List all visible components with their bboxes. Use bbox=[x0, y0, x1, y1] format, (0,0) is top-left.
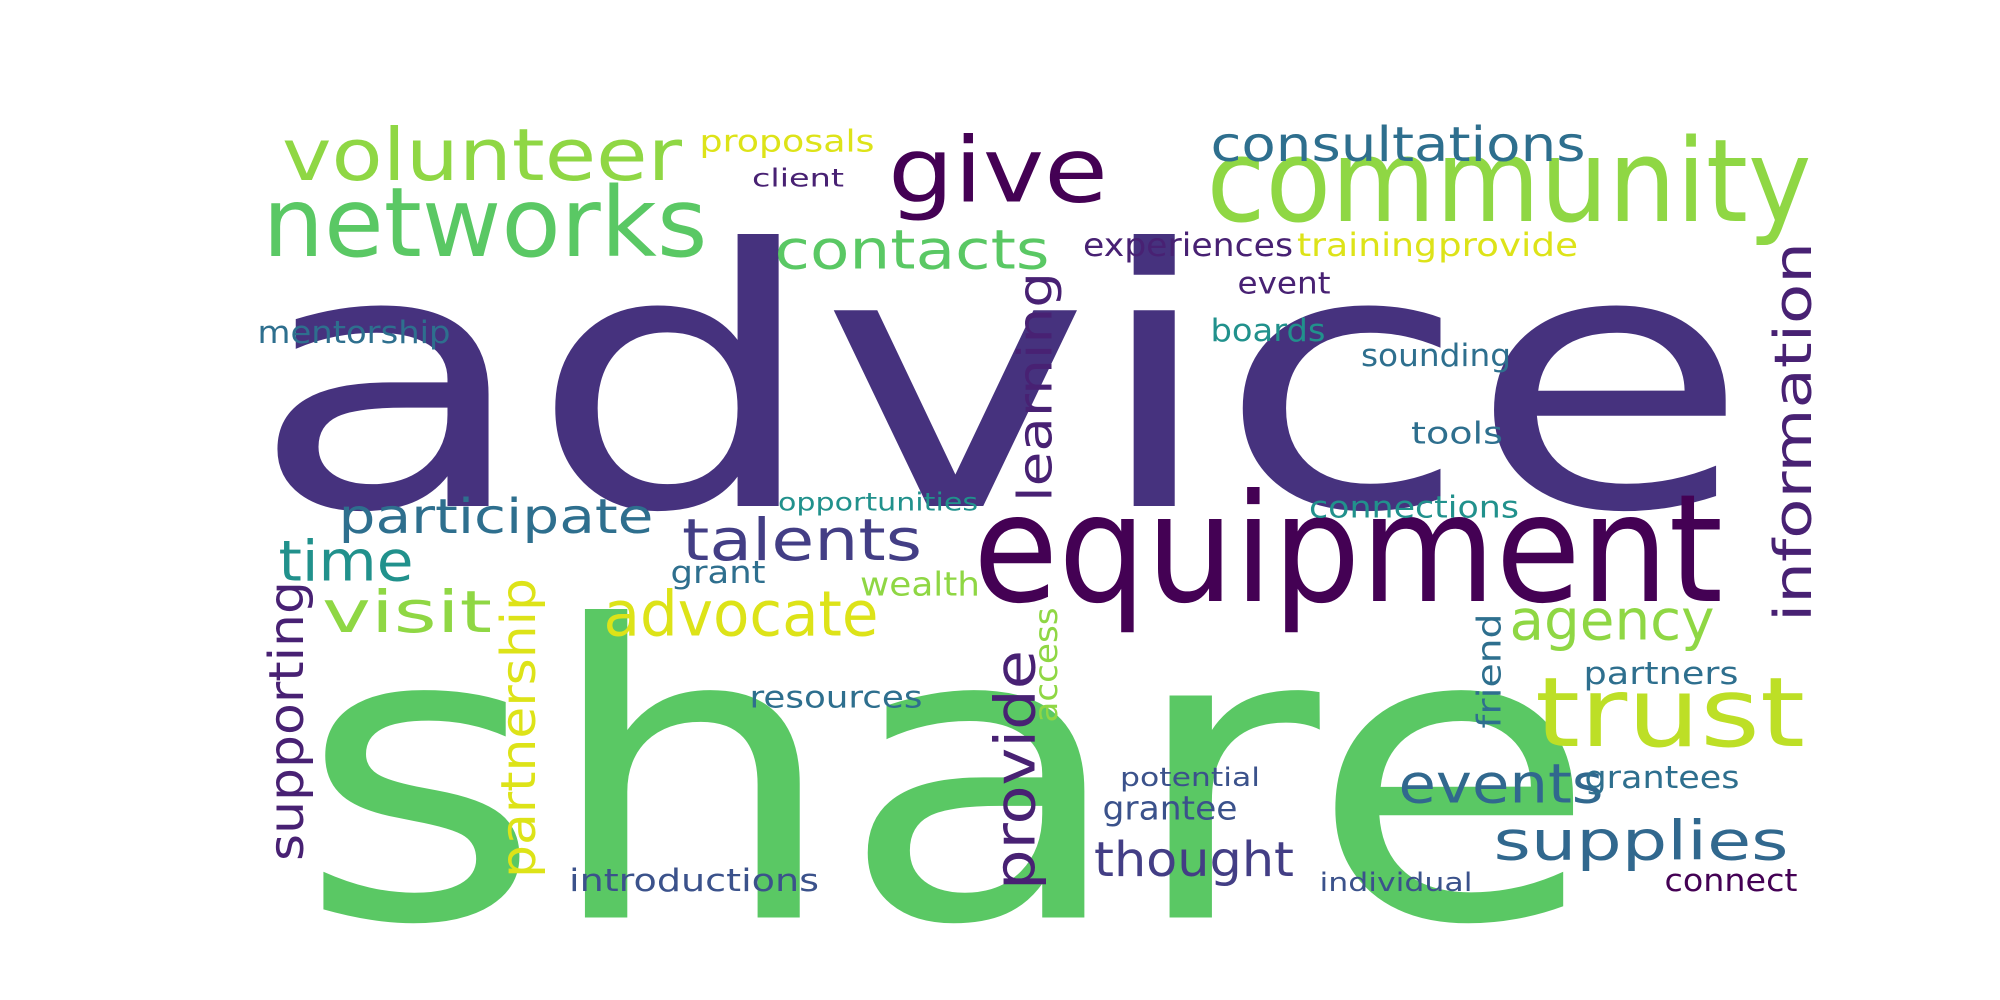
word-cloud-word: access bbox=[1027, 608, 1065, 723]
word-cloud-word: time bbox=[279, 530, 414, 595]
word-cloud-word: connections bbox=[1309, 491, 1519, 526]
word-cloud-word: trust bbox=[1535, 657, 1805, 769]
word-cloud-word: boards bbox=[1211, 313, 1326, 349]
word-cloud-word: provide bbox=[1438, 226, 1578, 264]
word-cloud-word: opportunities bbox=[778, 488, 978, 517]
word-cloud-word: advocate bbox=[604, 578, 879, 651]
word-cloud-word: tools bbox=[1411, 417, 1503, 452]
word-cloud-word: information bbox=[1764, 242, 1824, 622]
word-cloud-word: provide bbox=[984, 650, 1049, 890]
word-cloud-word: introductions bbox=[569, 863, 819, 899]
word-cloud-word: connect bbox=[1665, 863, 1798, 899]
word-cloud-word: individual bbox=[1320, 868, 1473, 898]
word-cloud-word: networks bbox=[263, 167, 708, 279]
word-cloud-word: experiences bbox=[1083, 226, 1293, 264]
word-cloud-word: resources bbox=[750, 681, 923, 716]
word-cloud-word: give bbox=[888, 119, 1108, 224]
word-cloud-word: sounding bbox=[1361, 338, 1511, 374]
word-cloud-word: potential bbox=[1120, 763, 1260, 793]
word-cloud-word: visit bbox=[322, 578, 492, 646]
word-cloud-word: training bbox=[1297, 226, 1437, 264]
word-cloud-word: community bbox=[1207, 115, 1812, 249]
word-cloud-word: talents bbox=[682, 506, 922, 574]
word-cloud-word: contacts bbox=[775, 219, 1050, 282]
word-cloud-word: learning bbox=[1009, 272, 1064, 502]
word-cloud-word: consultations bbox=[1211, 117, 1586, 173]
word-cloud-word: grantee bbox=[1103, 789, 1238, 828]
word-cloud-word: grantees bbox=[1585, 760, 1740, 796]
word-cloud-word: equipment bbox=[973, 463, 1723, 637]
word-cloud-word: volunteer bbox=[282, 113, 682, 197]
word-cloud-word: grant bbox=[671, 555, 766, 591]
word-cloud-word: supplies bbox=[1494, 810, 1789, 873]
word-cloud-word: share bbox=[298, 541, 1598, 1000]
word-cloud-word: partners bbox=[1584, 656, 1739, 692]
word-cloud-word: friend bbox=[1470, 614, 1509, 729]
word-cloud-word: wealth bbox=[860, 565, 980, 604]
word-cloud-word: proposals bbox=[700, 125, 875, 160]
word-cloud-word: events bbox=[1399, 753, 1604, 816]
word-cloud-word: mentorship bbox=[258, 315, 451, 351]
word-cloud-word: agency bbox=[1510, 589, 1715, 654]
word-cloud-word: client bbox=[752, 164, 844, 193]
word-cloud-word: partnership bbox=[491, 578, 547, 878]
word-cloud-word: participate bbox=[339, 489, 654, 545]
word-cloud-word: advice bbox=[250, 175, 1750, 591]
word-cloud-word: thought bbox=[1094, 832, 1294, 888]
word-cloud-word: supporting bbox=[259, 581, 315, 861]
word-cloud-word: event bbox=[1238, 267, 1331, 302]
